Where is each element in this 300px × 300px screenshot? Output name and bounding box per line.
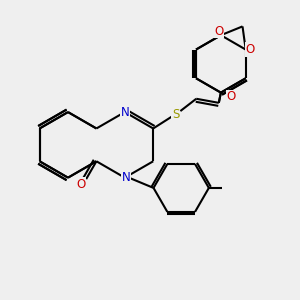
Text: N: N bbox=[120, 106, 129, 118]
Text: O: O bbox=[226, 90, 236, 103]
Text: O: O bbox=[76, 178, 86, 191]
Text: O: O bbox=[214, 25, 224, 38]
Text: O: O bbox=[245, 43, 254, 56]
Text: N: N bbox=[122, 171, 130, 184]
Text: S: S bbox=[172, 108, 179, 121]
